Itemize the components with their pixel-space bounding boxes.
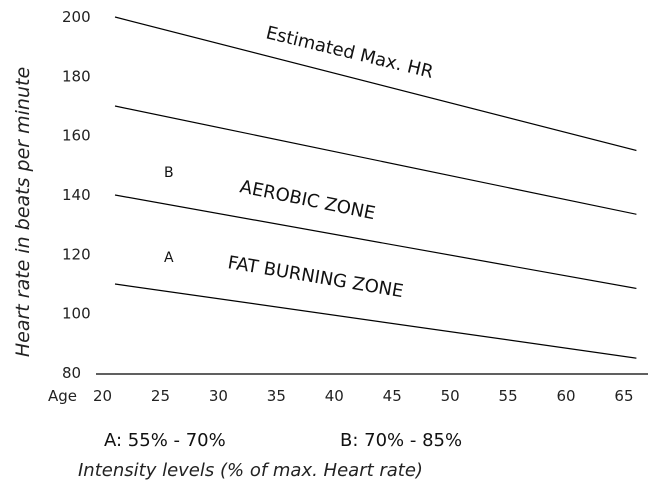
y-tick-label: 160 — [62, 127, 91, 145]
series-line-1 — [114, 16, 637, 152]
series-lines — [114, 16, 637, 359]
annotation-letter-b: B — [164, 165, 174, 181]
y-tick-labels: 80 100 120 140 160 180 200 — [62, 8, 91, 382]
y-tick-label: 140 — [62, 186, 91, 204]
x-tick-label: 25 — [151, 387, 170, 405]
y-tick-label: 200 — [62, 8, 91, 26]
annotation-max-hr: Estimated Max. HR — [264, 22, 436, 82]
x-tick-label: 30 — [209, 387, 228, 405]
x-tick-label: 35 — [267, 387, 286, 405]
x-tick-label: 45 — [383, 387, 402, 405]
x-tick-label: 60 — [556, 387, 575, 405]
y-tick-label: 100 — [62, 305, 91, 323]
series-line-4 — [114, 283, 637, 359]
annotation-letter-a: A — [164, 250, 174, 266]
x-tick-labels: 20 25 30 35 40 45 50 55 60 65 — [93, 387, 634, 405]
x-axis-label: Intensity levels (% of max. Heart rate) — [78, 460, 423, 481]
legend-b: B: 70% - 85% — [340, 430, 462, 451]
y-tick-label: 120 — [62, 245, 91, 263]
series-line-2 — [114, 105, 637, 215]
x-tick-label: 65 — [614, 387, 633, 405]
y-tick-label: 80 — [62, 364, 81, 382]
x-tick-label: 40 — [325, 387, 344, 405]
annotation-aerobic-zone: AEROBIC ZONE — [238, 176, 377, 224]
y-axis-label: Heart rate in beats per minute — [12, 67, 34, 357]
legend-a: A: 55% - 70% — [104, 430, 226, 451]
x-tick-label: 55 — [499, 387, 518, 405]
x-tick-label: 20 — [93, 387, 112, 405]
annotation-fat-burning-zone: FAT BURNING ZONE — [226, 252, 405, 302]
x-tick-label: 50 — [441, 387, 460, 405]
y-tick-label: 180 — [62, 67, 91, 85]
x-axis-prefix: Age — [48, 387, 77, 405]
series-line-3 — [114, 194, 637, 290]
